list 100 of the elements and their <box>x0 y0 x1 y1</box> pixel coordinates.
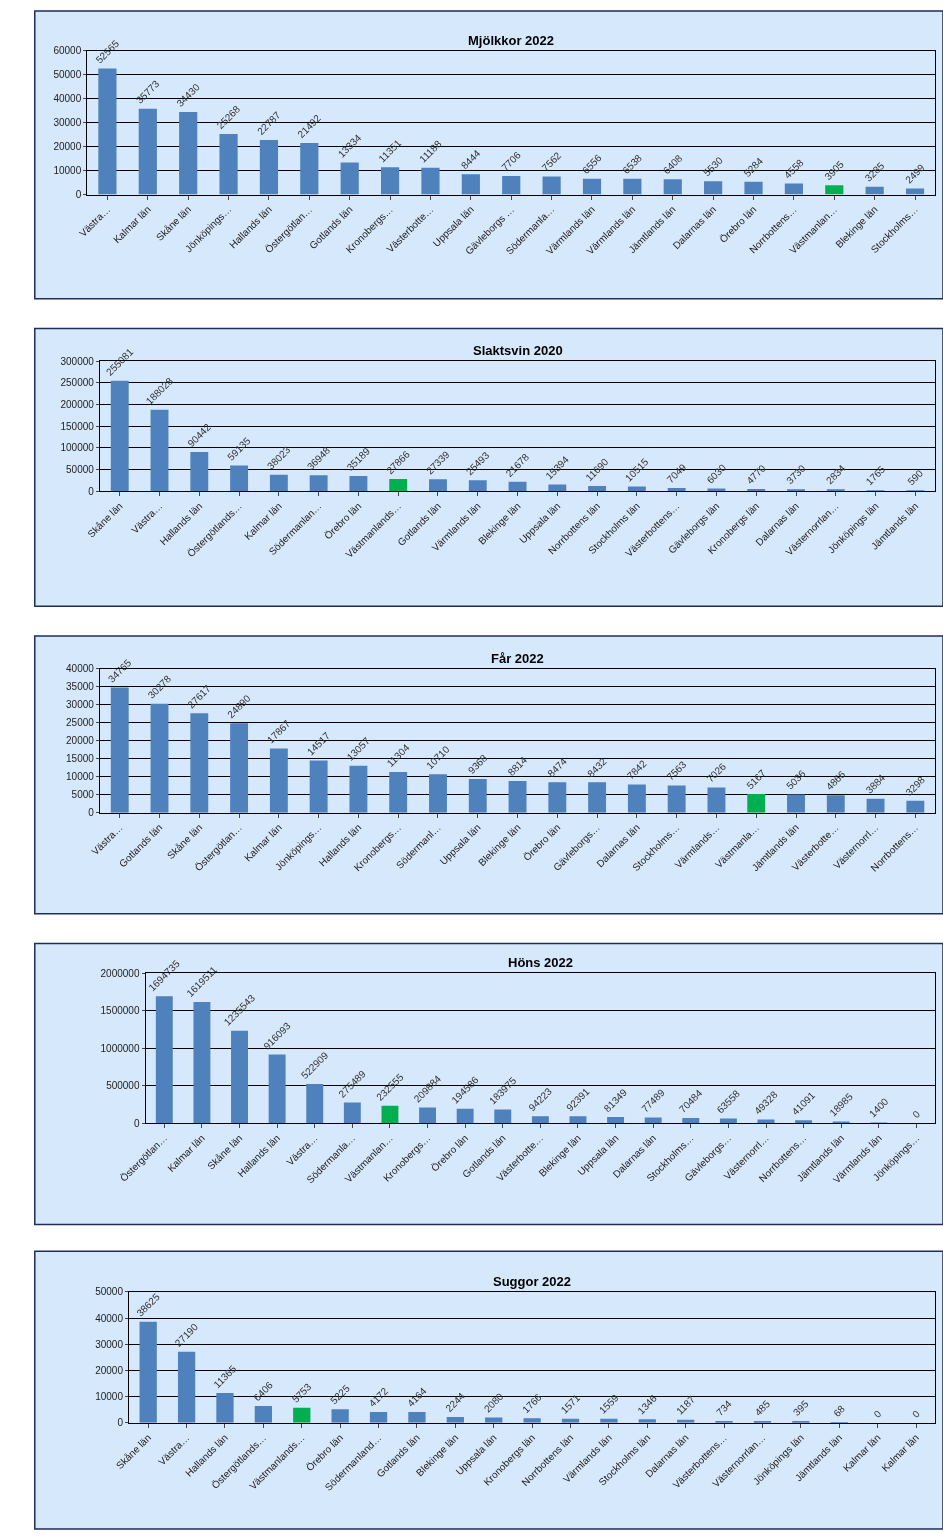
bar <box>704 181 723 195</box>
bar <box>309 475 328 492</box>
bar <box>719 1118 737 1124</box>
y-tick-label: 1500000 <box>100 1005 140 1017</box>
bar <box>300 142 319 195</box>
bar <box>784 183 803 195</box>
bar <box>787 794 805 813</box>
bar <box>588 486 607 492</box>
y-tick-label: 40000 <box>53 93 82 105</box>
bar <box>429 479 447 492</box>
bar <box>866 798 885 813</box>
bar <box>627 784 646 813</box>
y-tick-label: 250000 <box>60 377 95 389</box>
y-tick-label: 10000 <box>53 165 82 177</box>
bar <box>110 687 129 813</box>
bar <box>502 176 521 195</box>
bar <box>150 409 169 492</box>
bar <box>494 1109 512 1124</box>
y-tick-label: 60000 <box>53 45 82 57</box>
bar <box>508 780 527 813</box>
bar <box>219 133 238 195</box>
y-tick-label: 50000 <box>66 464 95 476</box>
bar <box>155 996 173 1124</box>
y-tick-label: 0 <box>117 1417 124 1429</box>
data-label: 395 <box>790 1398 811 1418</box>
y-tick-label: 100000 <box>60 442 95 454</box>
bar <box>309 760 328 813</box>
bar <box>150 703 169 813</box>
bar <box>419 1107 437 1124</box>
y-tick-label: 2000000 <box>100 967 140 979</box>
bar <box>582 178 602 195</box>
bar <box>230 465 249 492</box>
chart-title: Höns 2022 <box>508 955 574 970</box>
data-label: 68 <box>831 1402 848 1419</box>
bar <box>349 475 368 492</box>
bar <box>826 795 845 813</box>
bar <box>667 785 686 813</box>
bar <box>747 794 766 813</box>
bar <box>254 1406 272 1423</box>
bar <box>268 1054 286 1124</box>
bar <box>216 1393 234 1423</box>
bar <box>569 1116 587 1124</box>
y-tick-label: 0 <box>75 189 82 201</box>
data-label: 590 <box>905 467 926 488</box>
y-tick-label: 50000 <box>95 1286 124 1298</box>
bar <box>644 1117 662 1124</box>
bar <box>682 1117 700 1124</box>
y-tick-label: 30000 <box>66 699 95 711</box>
y-tick-label: 1000000 <box>100 1042 140 1054</box>
y-tick-label: 30000 <box>53 117 82 129</box>
bar <box>177 1351 196 1423</box>
bar <box>193 1001 211 1124</box>
y-tick-label: 0 <box>88 807 95 819</box>
y-tick-label: 25000 <box>66 717 95 729</box>
y-tick-label: 40000 <box>95 1312 124 1324</box>
bar <box>531 1116 549 1124</box>
data-label: 0 <box>871 1407 884 1420</box>
bar <box>795 1120 813 1124</box>
bar <box>826 489 845 492</box>
data-label: 734 <box>714 1398 735 1418</box>
bar <box>340 162 359 195</box>
bar <box>787 489 805 492</box>
chart-title: Mjölkkor 2022 <box>468 33 554 48</box>
bar <box>138 108 157 195</box>
bar <box>331 1409 349 1423</box>
y-tick-label: 20000 <box>95 1364 124 1376</box>
y-tick-label: 35000 <box>66 681 95 693</box>
bar <box>293 1407 311 1423</box>
bar <box>663 179 682 195</box>
y-tick-label: 15000 <box>66 753 95 765</box>
y-tick-label: 150000 <box>60 420 95 432</box>
y-tick-label: 20000 <box>53 141 82 153</box>
bar <box>747 489 766 492</box>
bar <box>190 713 209 813</box>
bar <box>744 181 763 195</box>
y-tick-label: 40000 <box>66 663 95 675</box>
bar <box>230 723 249 813</box>
bar <box>179 111 198 195</box>
bar <box>231 1030 248 1124</box>
bar <box>429 774 447 813</box>
bar <box>389 479 408 492</box>
bar <box>269 748 288 813</box>
bar <box>456 1108 474 1124</box>
data-label: 0 <box>910 1407 923 1420</box>
bar <box>343 1102 361 1124</box>
bar <box>588 782 607 813</box>
y-tick-label: 200000 <box>60 399 95 411</box>
bar <box>421 167 440 195</box>
bar <box>523 1418 541 1423</box>
chart-title: Suggor 2022 <box>493 1274 572 1289</box>
y-tick-label: 10000 <box>95 1391 124 1403</box>
data-label: 0 <box>910 1108 923 1121</box>
bar <box>607 1117 625 1124</box>
bar <box>707 787 726 813</box>
data-label: 485 <box>752 1398 773 1418</box>
y-tick-label: 5000 <box>71 789 95 801</box>
bar <box>542 176 561 195</box>
bar <box>306 1084 324 1124</box>
y-tick-label: 10000 <box>66 771 95 783</box>
bar <box>380 167 400 195</box>
